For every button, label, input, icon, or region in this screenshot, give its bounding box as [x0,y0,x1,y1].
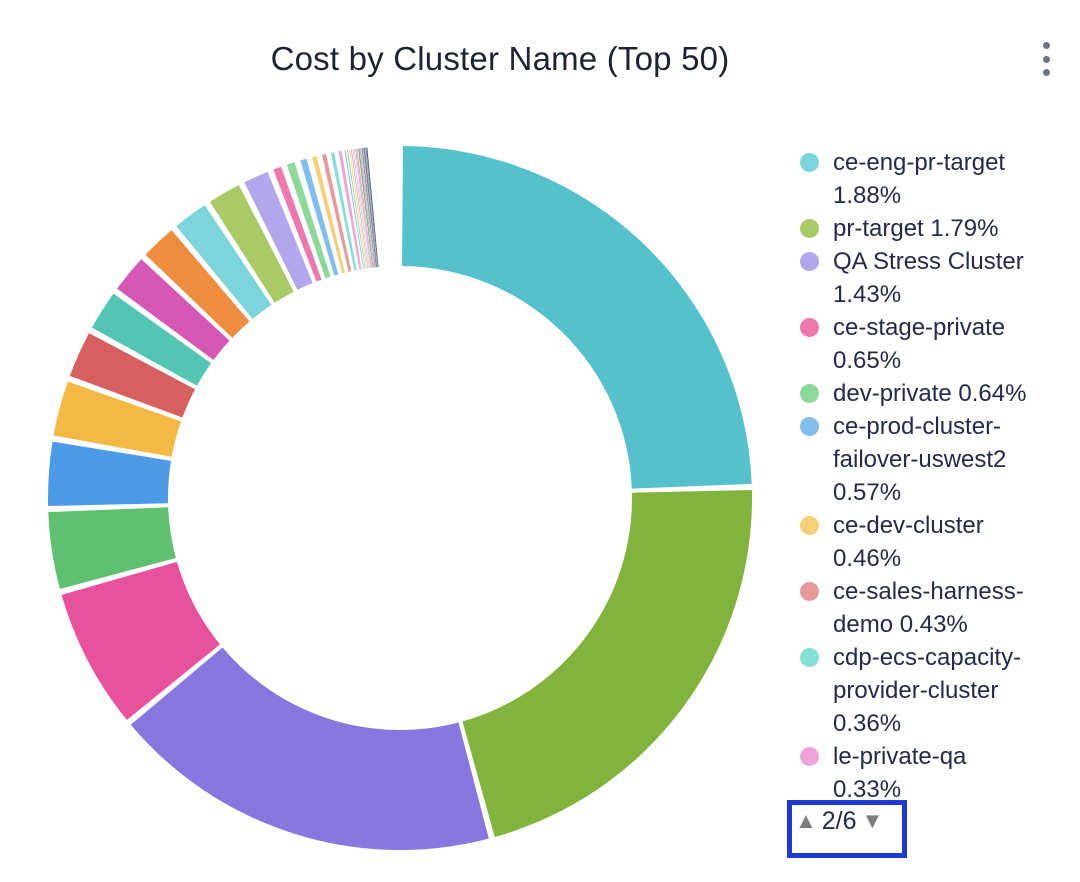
donut-slice[interactable] [244,171,313,290]
legend-item-label: dev-private 0.64% [833,380,1027,407]
donut-slice[interactable] [130,647,489,850]
donut-slice[interactable] [91,293,212,386]
donut-slice[interactable] [350,149,369,269]
chart-title: Cost by Cluster Name (Top 50) [270,40,730,77]
donut-slice[interactable] [358,148,373,268]
legend-color-dot [800,582,819,601]
donut-slice[interactable] [176,205,272,319]
legend-item-label: ce-dev-cluster 0.46% [833,512,984,572]
legend-prev-button[interactable]: ▲ [795,808,817,833]
legend-item[interactable]: ce-stage-private 0.65% [800,311,1062,377]
donut-slice[interactable] [286,162,331,279]
donut-slice[interactable] [53,381,182,457]
legend-color-dot [800,252,819,271]
legend-item-label: ce-prod-cluster-failover-uswest2 0.57% [833,413,1007,506]
donut-slice[interactable] [361,148,375,268]
donut-slice[interactable] [462,490,753,837]
donut-slice[interactable] [312,156,346,274]
donut-slice[interactable] [47,441,171,506]
legend-color-dot [800,417,819,436]
donut-slice[interactable] [362,147,376,268]
legend-item[interactable]: le-private-qa 0.33% [800,740,1062,806]
donut-slice[interactable] [273,166,322,282]
donut-slice[interactable] [359,148,375,268]
donut-slice[interactable] [366,147,379,268]
legend-page-indicator: 2/6 [821,807,857,835]
donut-chart [47,146,753,850]
legend-item-label: QA Stress Cluster 1.43% [833,248,1024,308]
donut-slice[interactable] [338,150,362,270]
legend-item-label: pr-target 1.79% [833,215,999,242]
donut-slice[interactable] [145,230,250,338]
legend-item[interactable]: ce-sales-harness-demo 0.43% [800,575,1062,641]
donut-slice[interactable] [363,147,377,268]
donut-slice[interactable] [402,146,752,489]
donut-slice[interactable] [321,153,352,272]
donut-slice[interactable] [344,150,365,269]
donut-slice[interactable] [362,147,376,268]
donut-slice[interactable] [361,148,376,268]
highlight-box: ▲ 2/6 ▼ [787,800,907,858]
donut-slice[interactable] [48,507,176,589]
kebab-menu-icon[interactable] [1036,42,1056,76]
legend-color-dot [800,318,819,337]
legend-color-dot [800,516,819,535]
legend-item-label: ce-stage-private 0.65% [833,314,1006,374]
donut-slice[interactable] [359,148,374,268]
donut-slice[interactable] [352,149,370,269]
donut-slice[interactable] [356,148,372,268]
donut-slice[interactable] [69,333,196,418]
donut-slice[interactable] [117,259,230,360]
donut-slice[interactable] [300,158,339,276]
legend-item[interactable]: cdp-ecs-capacity-provider-cluster 0.36% [800,641,1062,740]
legend-next-button[interactable]: ▼ [861,808,884,833]
kebab-dot [1042,69,1050,76]
legend-color-dot [800,747,819,766]
legend-item-label: ce-sales-harness-demo 0.43% [833,578,1024,638]
legend-item-label: cdp-ecs-capacity-provider-cluster 0.36% [833,644,1022,737]
donut-slice[interactable] [346,149,366,269]
donut-slice[interactable] [354,148,371,268]
legend-item[interactable]: QA Stress Cluster 1.43% [800,245,1062,311]
legend-color-dot [800,648,819,667]
legend-color-dot [800,153,819,172]
legend-item[interactable]: ce-prod-cluster-failover-uswest2 0.57% [800,410,1062,509]
legend-color-dot [800,219,819,238]
donut-slice[interactable] [330,152,357,271]
legend-pager: ▲ 2/6 ▼ [792,805,902,837]
legend-items: ce-eng-pr-target 1.88% pr-target 1.79% QA S… [800,146,1062,806]
legend-color-dot [800,384,819,403]
kebab-dot [1042,42,1050,49]
legend-item[interactable]: dev-private 0.64% [800,377,1062,410]
donut-slice[interactable] [355,148,371,268]
donut-slice[interactable] [209,185,294,303]
kebab-dot [1042,55,1050,63]
donut-slice[interactable] [348,149,367,269]
legend-item-label: le-private-qa 0.33% [833,743,967,803]
donut-slice[interactable] [357,148,373,268]
donut-slice[interactable] [360,148,375,268]
legend: ce-eng-pr-target 1.88% pr-target 1.79% QA S… [800,146,1062,806]
legend-item[interactable]: ce-dev-cluster 0.46% [800,509,1062,575]
legend-item-label: ce-eng-pr-target 1.88% [833,149,1006,209]
donut-slice[interactable] [61,561,220,720]
legend-item[interactable]: ce-eng-pr-target 1.88% [800,146,1062,212]
legend-item[interactable]: pr-target 1.79% [800,212,1062,245]
